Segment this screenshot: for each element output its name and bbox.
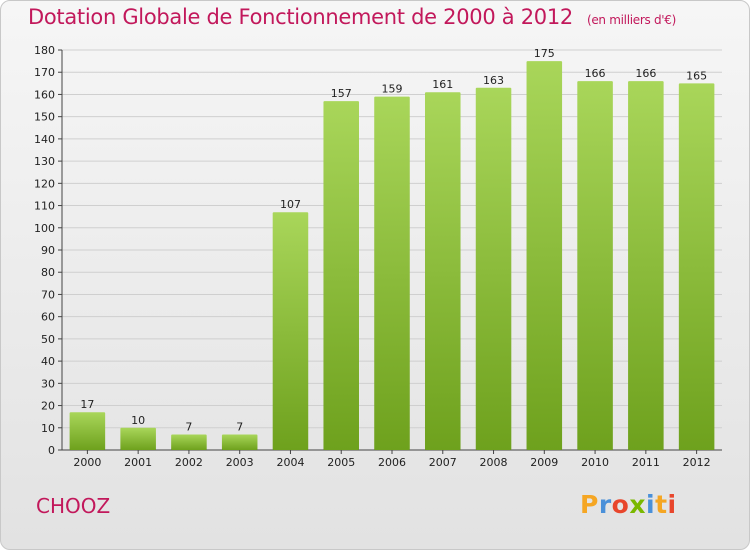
bar-2009 xyxy=(526,61,563,450)
value-label: 161 xyxy=(432,78,453,91)
y-tick-label: 130 xyxy=(34,155,55,168)
logo-letter: x xyxy=(629,490,646,519)
y-tick-label: 160 xyxy=(34,88,55,101)
commune-name: CHOOZ xyxy=(36,494,111,518)
x-tick-label: 2002 xyxy=(175,456,203,469)
chart-subtitle: (en milliers d'€) xyxy=(586,13,676,27)
y-tick-label: 40 xyxy=(41,355,55,368)
x-tick-label: 2006 xyxy=(378,456,406,469)
x-tick-label: 2001 xyxy=(124,456,152,469)
y-tick-label: 50 xyxy=(41,333,55,346)
bar-2000 xyxy=(69,412,106,450)
bar-2010 xyxy=(577,81,613,450)
x-tick-label: 2011 xyxy=(632,456,660,469)
y-tick-label: 60 xyxy=(41,311,55,324)
logo-letter: i xyxy=(646,490,656,519)
value-label: 163 xyxy=(483,74,504,87)
y-tick-label: 90 xyxy=(41,244,55,257)
y-tick-label: 30 xyxy=(41,377,55,390)
y-tick-label: 140 xyxy=(34,133,55,146)
logo-letter: r xyxy=(598,490,612,519)
value-label: 17 xyxy=(80,398,94,411)
y-tick-label: 80 xyxy=(41,266,55,279)
y-tick-label: 170 xyxy=(34,66,55,79)
y-tick-label: 110 xyxy=(34,200,55,213)
x-tick-label: 2000 xyxy=(73,456,101,469)
value-label: 7 xyxy=(185,420,192,433)
bar-2005 xyxy=(323,101,359,450)
x-tick-label: 2007 xyxy=(429,456,457,469)
value-label: 165 xyxy=(686,69,707,82)
value-label: 166 xyxy=(585,67,606,80)
value-label: 175 xyxy=(534,47,555,60)
x-tick-label: 2005 xyxy=(327,456,355,469)
chart-title: Dotation Globale de Fonctionnement de 20… xyxy=(28,5,676,29)
x-tick-label: 2009 xyxy=(530,456,558,469)
value-label: 7 xyxy=(236,420,243,433)
logo-letter: t xyxy=(655,490,668,519)
bar-2006 xyxy=(374,96,410,451)
proxiti-logo: Proxiti xyxy=(580,490,677,519)
bar-2007 xyxy=(425,92,461,450)
y-tick-label: 120 xyxy=(34,177,55,190)
y-tick-label: 20 xyxy=(41,400,55,413)
bar-2008 xyxy=(475,87,512,451)
x-tick-label: 2004 xyxy=(276,456,304,469)
y-tick-label: 0 xyxy=(48,444,55,457)
bar-2003 xyxy=(221,434,258,450)
x-tick-label: 2012 xyxy=(683,456,711,469)
bars xyxy=(69,61,715,451)
value-label: 107 xyxy=(280,198,301,211)
bar-2004 xyxy=(272,212,309,450)
value-label: 157 xyxy=(331,87,352,100)
bar-2002 xyxy=(171,434,207,450)
value-label: 166 xyxy=(635,67,656,80)
y-tick-label: 100 xyxy=(34,222,55,235)
axes: 0 10 20 30 40 50 60 70 80 90 100 110 120 130 140 150 160… xyxy=(34,44,722,469)
value-label: 10 xyxy=(131,414,145,427)
x-tick-label: 2010 xyxy=(581,456,609,469)
y-tick-label: 10 xyxy=(41,422,55,435)
x-tick-label: 2003 xyxy=(226,456,254,469)
logo-letter: o xyxy=(611,490,630,519)
y-tick-label: 180 xyxy=(34,44,55,57)
chart-title-text: Dotation Globale de Fonctionnement de 20… xyxy=(28,5,573,29)
bar-2001 xyxy=(120,427,156,450)
bar-2011 xyxy=(628,81,664,450)
y-tick-label: 150 xyxy=(34,111,55,124)
value-label: 159 xyxy=(382,83,403,96)
y-tick-label: 70 xyxy=(41,288,55,301)
logo-letter: i xyxy=(667,490,677,519)
x-tick-label: 2008 xyxy=(480,456,508,469)
bar-2012 xyxy=(678,83,715,450)
logo-letter: P xyxy=(580,490,599,519)
